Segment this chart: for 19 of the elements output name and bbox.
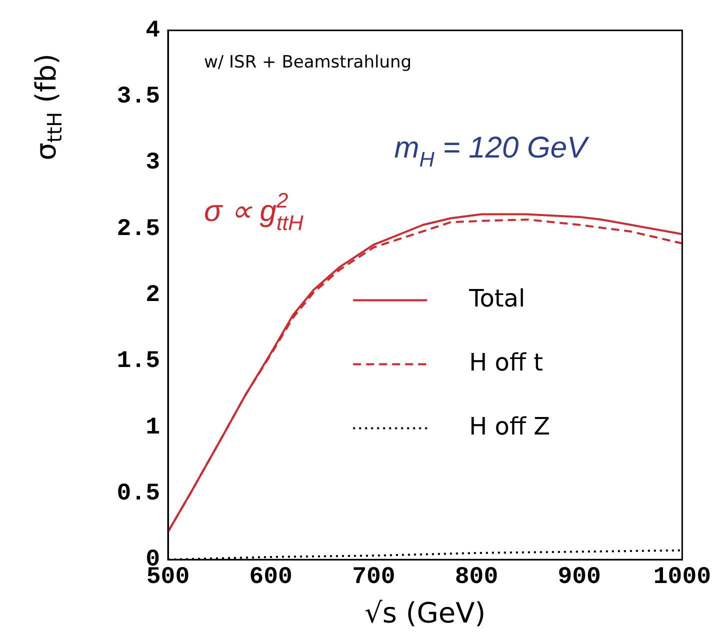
y-tick-label: 0.5 bbox=[116, 480, 160, 508]
legend-label: H off Z bbox=[469, 412, 550, 441]
x-axis-title: √s (GeV) bbox=[364, 596, 486, 630]
x-tick-label: 800 bbox=[454, 564, 498, 592]
y-tick-label: 2.5 bbox=[116, 216, 160, 243]
x-tick-label: 900 bbox=[558, 564, 601, 592]
x-tick-label: 600 bbox=[249, 564, 292, 592]
x-tick-label: 1000 bbox=[653, 564, 711, 592]
y-axis-title: σttH (fb) bbox=[29, 54, 67, 160]
y-tick-label: 4 bbox=[146, 17, 160, 44]
annotation: w/ ISR + Beamstrahlung bbox=[204, 52, 412, 72]
y-tick-label: 3 bbox=[146, 150, 160, 177]
x-tick-label: 700 bbox=[352, 564, 396, 592]
y-tick-label: 2 bbox=[146, 282, 160, 310]
legend-label: Total bbox=[468, 284, 526, 313]
y-tick-label: 1.5 bbox=[116, 348, 160, 376]
y-tick-label: 3.5 bbox=[116, 84, 160, 111]
y-tick-label: 1 bbox=[146, 414, 160, 442]
legend-label: H off t bbox=[469, 348, 544, 377]
